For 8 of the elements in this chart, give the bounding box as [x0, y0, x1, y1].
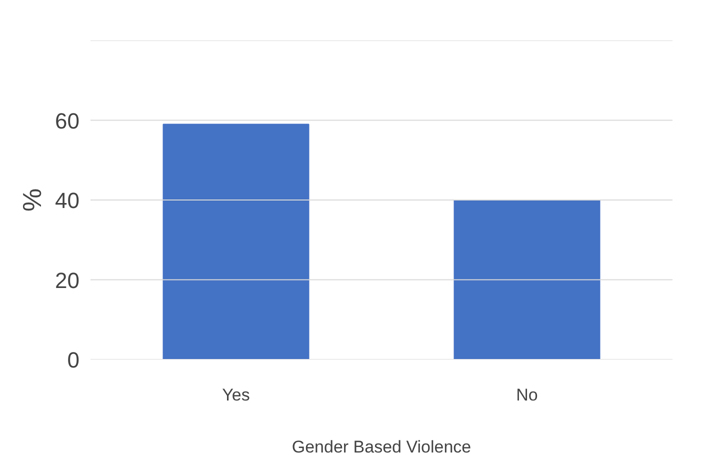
y-tick-label: 0	[67, 348, 80, 372]
x-tick-label: No	[516, 386, 538, 404]
y-tick-label: 20	[55, 268, 80, 293]
x-tick-label: Yes	[222, 386, 250, 404]
x-axis-title: Gender Based Violence	[292, 438, 472, 456]
y-tick-label: 60	[55, 108, 80, 134]
y-axis-title: %	[17, 188, 48, 212]
y-tick-label: 40	[55, 188, 80, 213]
